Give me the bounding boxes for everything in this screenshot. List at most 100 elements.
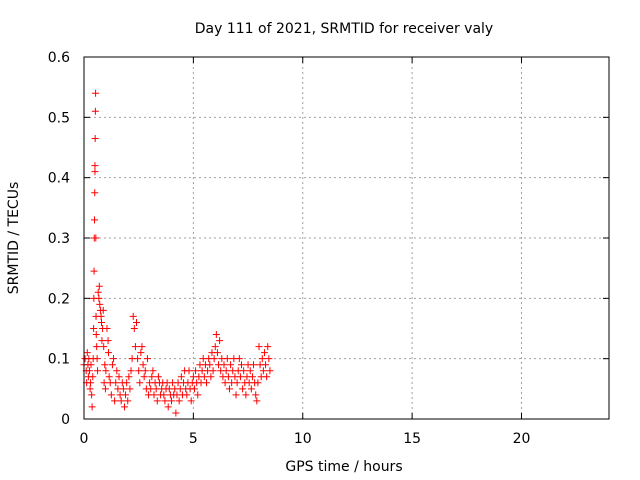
data-point — [110, 355, 118, 363]
chart-title: Day 111 of 2021, SRMTID for receiver val… — [195, 21, 493, 37]
data-point — [172, 409, 180, 417]
data-point — [248, 373, 256, 381]
data-point — [143, 355, 151, 363]
data-point — [133, 318, 140, 326]
data-point — [264, 343, 272, 351]
data-point — [115, 373, 123, 381]
data-point — [140, 373, 148, 381]
data-point — [91, 168, 99, 176]
data-point — [236, 373, 244, 381]
data-point — [100, 379, 108, 387]
data-point — [98, 337, 106, 345]
data-point — [240, 367, 248, 375]
data-point — [92, 89, 100, 97]
y-tick-label: 0.4 — [48, 171, 70, 187]
data-point — [175, 397, 183, 405]
data-point — [104, 337, 112, 345]
data-point — [187, 397, 195, 405]
data-point — [161, 397, 169, 405]
data-point — [238, 361, 245, 369]
data-point — [137, 349, 145, 357]
data-point — [254, 379, 262, 387]
data-point — [131, 343, 139, 351]
data-point — [250, 361, 258, 369]
data-point — [160, 391, 168, 399]
data-point — [253, 397, 261, 405]
data-point — [239, 385, 247, 393]
data-point — [91, 216, 98, 224]
data-point — [221, 379, 229, 387]
data-point — [127, 367, 135, 375]
data-point — [262, 361, 270, 369]
data-point — [136, 379, 144, 387]
data-point — [258, 355, 266, 363]
data-point — [216, 337, 224, 345]
data-point — [225, 385, 233, 393]
x-tick-label: 5 — [189, 431, 198, 447]
data-point — [123, 379, 131, 387]
data-point — [119, 385, 127, 393]
data-point — [89, 373, 97, 381]
data-point — [129, 312, 137, 320]
data-point — [91, 107, 99, 115]
data-point — [98, 318, 105, 326]
tick-labels: 0 5 10 15 20 0 0.1 0.2 0.3 0.4 0.5 0.6 — [48, 50, 531, 447]
data-point — [87, 361, 95, 369]
data-point — [192, 367, 200, 375]
y-tick-label: 0.6 — [48, 50, 70, 66]
data-point — [92, 331, 100, 339]
data-point — [93, 343, 101, 351]
data-point — [94, 288, 102, 296]
data-point — [233, 379, 241, 387]
data-point — [235, 355, 243, 363]
data-point — [194, 391, 202, 399]
data-point — [210, 355, 218, 363]
data-point — [95, 282, 103, 290]
data-point — [246, 367, 254, 375]
data-point — [120, 403, 128, 411]
data-point — [149, 367, 157, 375]
data-point — [105, 349, 112, 357]
data-point — [102, 367, 110, 375]
y-tick-label: 0.5 — [48, 110, 70, 126]
data-point — [211, 343, 219, 351]
data-point — [101, 385, 109, 393]
x-axis-label: GPS time / hours — [285, 459, 402, 475]
y-tick-label: 0.2 — [48, 291, 70, 307]
data-point — [91, 162, 99, 170]
data-point — [138, 343, 146, 351]
data-point — [94, 367, 102, 375]
data-point — [91, 189, 99, 197]
data-point — [117, 397, 125, 405]
data-point — [168, 397, 175, 405]
data-point — [125, 373, 133, 381]
x-tick-label: 10 — [294, 431, 312, 447]
data-point — [265, 355, 273, 363]
data-point — [124, 397, 132, 405]
data-point — [177, 373, 185, 381]
data-point — [90, 267, 98, 275]
data-point — [91, 134, 99, 142]
data-point — [150, 391, 158, 399]
y-axis-label: SRMTID / TECUs — [6, 182, 22, 295]
data-point — [87, 379, 95, 387]
data-point — [213, 349, 221, 357]
data-point — [101, 361, 109, 369]
data-point — [97, 312, 105, 320]
data-point — [164, 403, 172, 411]
data-point — [141, 367, 149, 375]
data-point — [107, 391, 115, 399]
data-point — [96, 300, 104, 308]
grid-lines — [84, 57, 609, 419]
data-point — [93, 355, 101, 363]
data-point — [223, 355, 231, 363]
data-point — [108, 361, 116, 369]
data-point — [209, 367, 217, 375]
data-point — [122, 391, 130, 399]
data-point — [103, 325, 111, 332]
data-point — [222, 367, 230, 375]
x-tick-label: 0 — [80, 431, 89, 447]
data-point — [259, 367, 267, 375]
data-point — [232, 391, 240, 399]
